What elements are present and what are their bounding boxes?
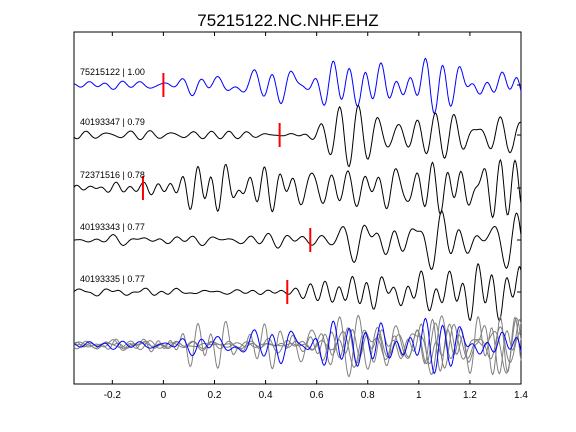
- x-tick-label: 0.4: [259, 390, 273, 401]
- traces-group: 75215122 | 1.00 40193347 | 0.79 72371516 |…: [73, 57, 522, 378]
- plot-frame: [73, 31, 522, 385]
- x-tick-label: 0: [161, 390, 167, 401]
- trace-label: 40193343 | 0.77: [80, 222, 145, 232]
- overlay-trace: [73, 315, 522, 376]
- trace-line: [73, 158, 522, 219]
- trace-label: 40193335 | 0.77: [80, 274, 145, 284]
- overlay-reference-trace: [73, 317, 522, 375]
- trace-line: [73, 104, 522, 168]
- x-tick-label: 0.6: [310, 390, 324, 401]
- x-tick-label: 1.2: [463, 390, 477, 401]
- x-axis: -0.2 0 0.2 0.4 0.6 0.8 1 1.2 1.4: [104, 32, 528, 401]
- x-tick-label: 1.4: [514, 390, 528, 401]
- trace-line: [73, 210, 522, 271]
- trace-label: 75215122 | 1.00: [80, 67, 145, 77]
- trace-label: 40193347 | 0.79: [80, 117, 145, 127]
- x-tick-label: 0.8: [361, 390, 375, 401]
- trace-line: [73, 262, 522, 322]
- trace-line: [73, 57, 522, 115]
- x-tick-label: 0.2: [208, 390, 222, 401]
- x-tick-label: 1: [416, 390, 422, 401]
- x-tick-label: -0.2: [104, 390, 122, 401]
- chart-title: 75215122.NC.NHF.EHZ: [197, 11, 378, 30]
- overlay-trace: [73, 314, 522, 378]
- trace-label: 72371516 | 0.78: [80, 170, 145, 180]
